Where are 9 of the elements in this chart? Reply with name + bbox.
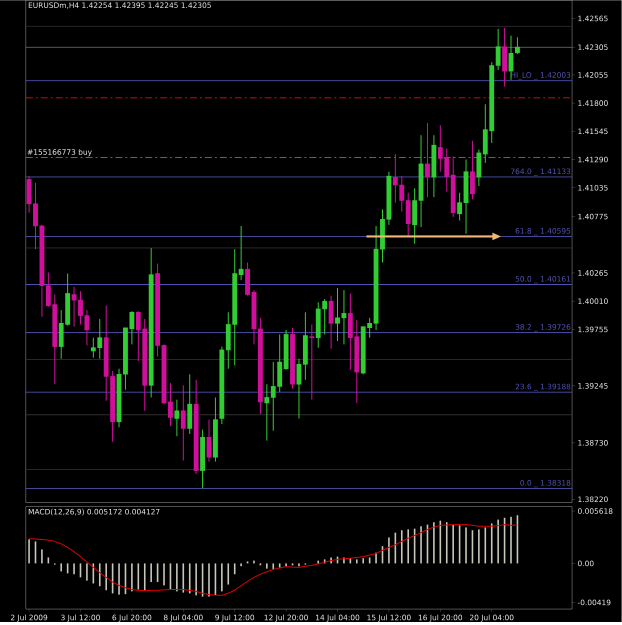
candlestick xyxy=(328,295,334,350)
candlestick xyxy=(470,140,475,200)
candlestick xyxy=(206,419,212,462)
candlestick xyxy=(425,122,430,198)
candlestick xyxy=(180,384,186,462)
candlestick xyxy=(174,399,180,437)
candlestick xyxy=(515,36,520,54)
candlestick xyxy=(310,324,314,400)
candlestick xyxy=(406,192,411,238)
